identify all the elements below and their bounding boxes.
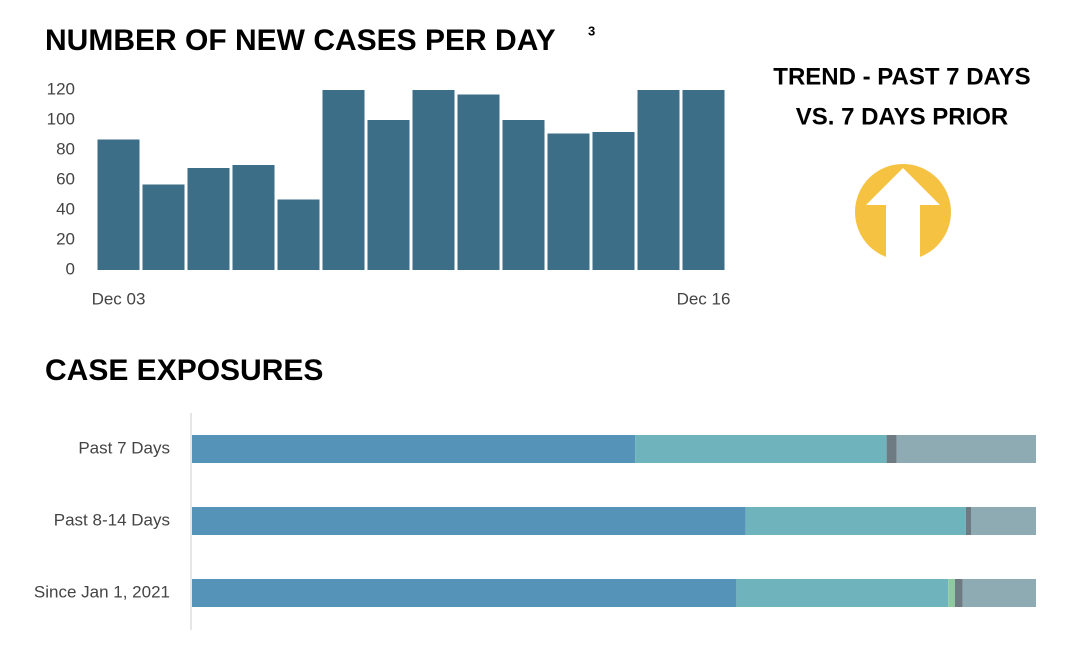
bar: [277, 199, 320, 270]
bar-segment: [886, 435, 897, 463]
y-tick-label: 80: [56, 139, 75, 158]
y-tick-label: 40: [56, 199, 75, 218]
bar-segment: [192, 435, 636, 463]
x-tick-label: Dec 16: [677, 289, 731, 308]
bar: [142, 184, 185, 270]
trend-arrow-icon: [855, 164, 951, 262]
bar: [412, 90, 455, 270]
bar-segment: [745, 507, 966, 535]
y-tick-label: 0: [66, 259, 75, 278]
bar: [682, 90, 725, 270]
bar: [367, 120, 410, 270]
bar: [547, 133, 590, 270]
y-tick-label: 120: [47, 79, 75, 98]
bar-segment: [736, 579, 949, 607]
x-tick-label: Dec 03: [92, 289, 146, 308]
bar-segment: [965, 507, 972, 535]
y-tick-label: Past 8-14 Days: [54, 510, 170, 529]
bar: [592, 132, 635, 270]
bar-segment: [635, 435, 887, 463]
chart-title: NUMBER OF NEW CASES PER DAY: [45, 24, 556, 57]
y-tick-label: 20: [56, 229, 75, 248]
trend-label: VS. 7 DAYS PRIOR: [796, 103, 1009, 130]
bar: [457, 94, 500, 270]
bar-segment: [948, 579, 955, 607]
trend-label: TREND - PAST 7 DAYS: [773, 63, 1030, 90]
bar: [322, 90, 365, 270]
bar: [187, 168, 230, 270]
bar: [97, 139, 140, 270]
bar-segment: [192, 579, 737, 607]
y-tick-label: 60: [56, 169, 75, 188]
y-tick-label: Since Jan 1, 2021: [34, 582, 170, 601]
footnote-ref: 3: [588, 23, 595, 38]
bar-segment: [954, 579, 963, 607]
bar: [232, 165, 275, 270]
bar-segment: [192, 507, 746, 535]
chart-title: CASE EXPOSURES: [45, 354, 323, 387]
bar: [637, 90, 680, 270]
y-tick-label: 100: [47, 109, 75, 128]
bar-segment: [896, 435, 1036, 463]
bar: [502, 120, 545, 270]
y-tick-label: Past 7 Days: [78, 438, 170, 457]
bar-segment: [971, 507, 1036, 535]
bar-segment: [962, 579, 1036, 607]
